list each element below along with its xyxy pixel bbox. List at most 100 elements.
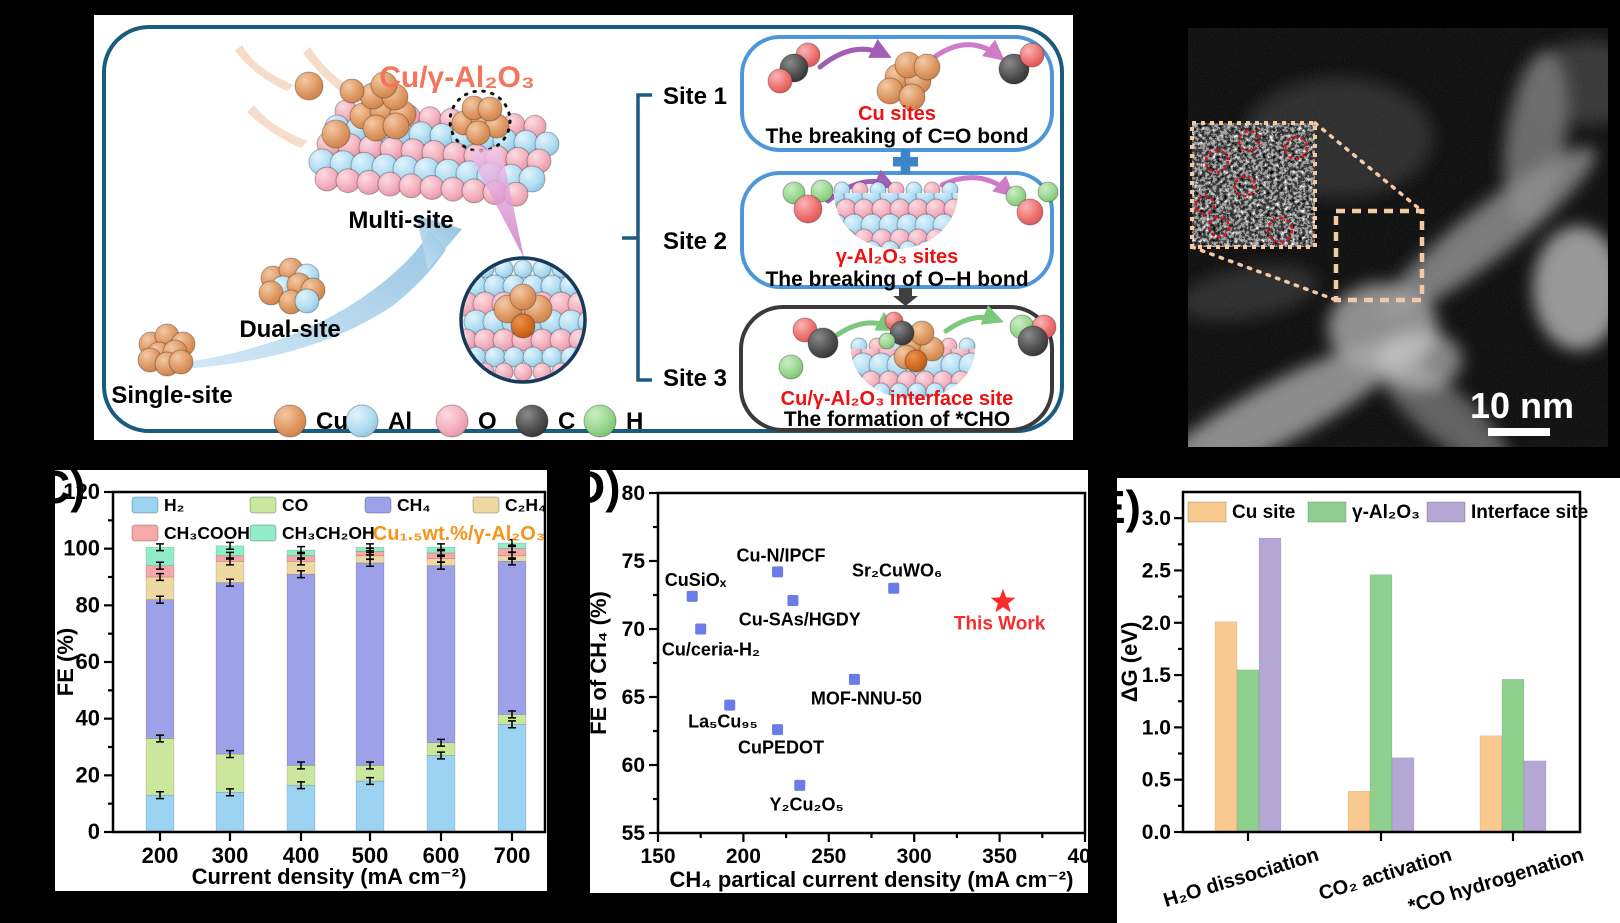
bar-segment-CH₄ (215, 582, 245, 755)
point-label: CuSiOₓ (665, 570, 727, 590)
svg-text:20: 20 (76, 762, 100, 787)
stage-label-single-site: Single-site (111, 382, 232, 409)
cu-clusters (137, 71, 510, 377)
site2-box (740, 171, 1054, 289)
data-point-CuSiOₓ (686, 590, 698, 602)
svg-text:700: 700 (494, 843, 531, 868)
gamma-alumina-slab (308, 99, 560, 207)
data-point-Cu-N/IPCF (772, 566, 784, 578)
opink-atom (398, 173, 424, 199)
svg-text:60: 60 (76, 649, 100, 674)
cu-atom (913, 53, 941, 81)
svg-text:ΔG (eV): ΔG (eV) (1117, 622, 1142, 703)
al-atom (617, 275, 639, 297)
error-bar (226, 788, 234, 797)
svg-text:Interface site: Interface site (1471, 502, 1588, 523)
roi-square (1333, 208, 1425, 303)
al-atom (609, 260, 627, 278)
opink-atom (588, 329, 610, 351)
svg-text:2.5: 2.5 (1142, 559, 1172, 582)
bar-segment-CH₄ (286, 573, 316, 766)
down-arrow-connector (893, 288, 918, 306)
bar-Cu site (1479, 735, 1503, 833)
opink-atom (335, 168, 361, 194)
error-bar (437, 543, 445, 552)
svg-text:80: 80 (76, 592, 100, 617)
al-atom (461, 259, 476, 279)
opink-atom (461, 362, 476, 382)
panel-a-title: Cu/γ-Al₂O₃ (379, 61, 535, 94)
data-point-Sr₂CuWO₆ (888, 582, 900, 594)
bar-segment-CH₄ (355, 562, 385, 766)
svg-text:1.5: 1.5 (1142, 664, 1172, 687)
panel-a-border (102, 25, 1064, 433)
svg-text:2.0: 2.0 (1142, 612, 1171, 635)
bar-segment-H₂ (426, 755, 456, 833)
this-work-star (990, 588, 1016, 613)
svg-text:CH₃COOH: CH₃COOH (164, 523, 250, 543)
bar-segment-H₂ (355, 780, 385, 833)
data-point-Cu/ceria-H₂ (695, 623, 707, 635)
svg-text:100: 100 (63, 536, 100, 561)
error-bar (156, 572, 164, 582)
bar-γ-Al₂O₃ (1236, 669, 1260, 833)
element-legend: Cu Al O C H (273, 404, 643, 438)
error-bar (437, 751, 445, 760)
svg-text:70: 70 (622, 618, 645, 641)
legend-label-c: C (558, 408, 575, 435)
svg-text:75: 75 (622, 550, 646, 573)
al-atom (618, 347, 638, 367)
svg-text:300: 300 (212, 843, 249, 868)
panel-e-label: E) (1117, 481, 1141, 533)
error-bar (437, 738, 445, 747)
svg-text:40: 40 (76, 706, 100, 731)
ored-atom (1019, 42, 1045, 68)
bar-Cu site (1347, 790, 1371, 833)
reaction-molecules (767, 42, 1059, 399)
cu-atom (477, 96, 503, 122)
svg-text:350: 350 (982, 845, 1017, 868)
al-atom (834, 213, 848, 237)
panel-a-mechanism-diagram: Cu/γ-Al₂O₃ Single-site Dual-site Multi-s… (94, 15, 1073, 440)
opink-atom (440, 176, 466, 202)
opink-atom (356, 169, 382, 195)
svg-text:60: 60 (622, 754, 645, 777)
al-atom (977, 353, 1001, 377)
opink-atom (587, 292, 611, 316)
al-atom (294, 288, 320, 314)
opink-atom (590, 363, 608, 381)
al-atom (518, 165, 546, 193)
point-label: La₅Cu₉₅ (688, 711, 758, 731)
svg-text:400: 400 (1067, 845, 1088, 868)
interface-zoom-inset (459, 256, 639, 384)
point-label: Y₂Cu₂O₅ (769, 794, 843, 814)
category-label: H₂O dissociation (1161, 844, 1322, 912)
bar-segment-CO (215, 753, 245, 793)
cu-atom (321, 119, 351, 149)
data-point-MOF-NNU-50 (848, 673, 860, 685)
svg-text:55: 55 (622, 822, 646, 845)
opink-atom (962, 199, 982, 219)
error-bar (156, 543, 164, 552)
point-label: Cu-N/IPCF (736, 546, 825, 566)
svg-text:65: 65 (622, 686, 646, 709)
svg-text:0.5: 0.5 (1142, 769, 1172, 792)
cu-deposition-trails (235, 45, 350, 148)
bar-Interface site (1523, 760, 1547, 833)
svg-text:120: 120 (63, 479, 100, 504)
bar-segment-H₂ (215, 792, 245, 833)
bar-segment-H₂ (145, 794, 175, 833)
site1-name: Site 1 (663, 83, 727, 110)
stem-image: 10 nm (1188, 28, 1608, 447)
site2-name: Site 2 (663, 228, 727, 255)
opink-atom (377, 171, 403, 197)
panel-c-label: C) (55, 470, 86, 513)
error-bar (156, 791, 164, 800)
bar-γ-Al₂O₃ (1501, 679, 1525, 833)
svg-text:0.0: 0.0 (1142, 821, 1171, 844)
opink-atom (419, 175, 445, 200)
opink-atom (962, 229, 982, 249)
svg-text:80: 80 (622, 482, 645, 505)
